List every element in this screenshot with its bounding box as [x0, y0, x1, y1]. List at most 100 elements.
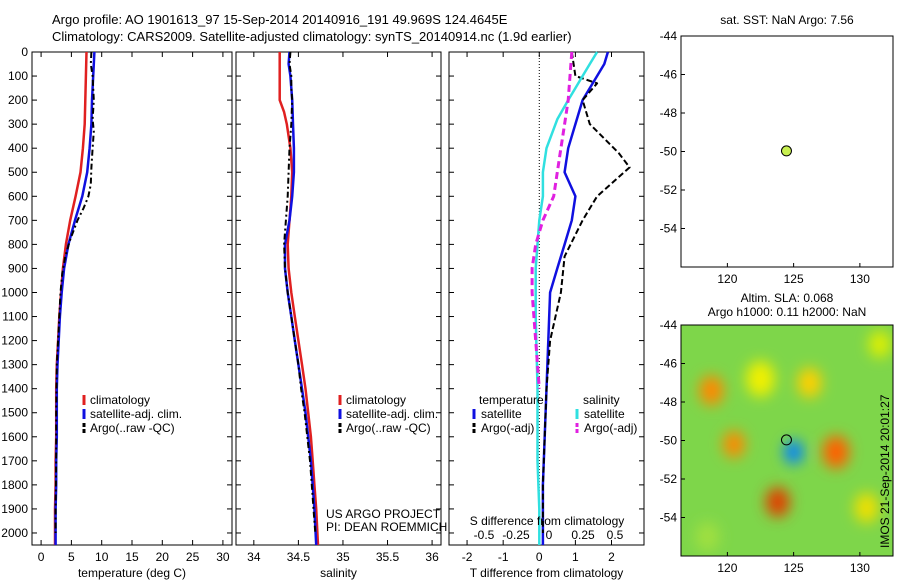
x-axis-label-difference: T difference from climatology: [470, 566, 624, 580]
x-tick-label-salinity: 36: [425, 550, 439, 564]
plot-frame-difference: [448, 51, 645, 546]
plot-frame-temperature: [31, 51, 233, 546]
plot-frame-salinity: [235, 51, 442, 546]
y-tick-label: 2000: [1, 526, 28, 540]
legend-label-0: Argo(..raw -QC): [90, 421, 175, 435]
sla-anomaly: [695, 521, 720, 552]
legend-label-0: climatology: [90, 393, 150, 407]
map-y-tick-label: -46: [660, 68, 678, 82]
y-tick-label: 1800: [1, 478, 28, 492]
credit-text: PI: DEAN ROEMMICH: [326, 520, 447, 534]
y-tick-label: 400: [8, 141, 28, 155]
map-y-tick-label: -48: [660, 106, 678, 120]
s-tick-label: 0.5: [607, 528, 624, 542]
sla-map-title-2: Argo h1000: 0.11 h2000: NaN: [708, 305, 867, 319]
sla-anomaly: [765, 487, 790, 518]
x-axis-label-temperature: temperature (deg C): [78, 566, 186, 580]
y-tick-label: 1100: [2, 310, 28, 324]
sla-anomaly: [868, 330, 891, 358]
y-tick-label: 800: [8, 237, 28, 251]
x-tick-label-salinity: 35.5: [376, 550, 400, 564]
map-y-tick-label: -44: [660, 29, 678, 43]
series-line-difference-2: [534, 51, 599, 545]
x-tick-label-temperature: 20: [156, 550, 170, 564]
figure-title-line1: Argo profile: AO 1901613_97 15-Sep-2014 …: [52, 12, 508, 27]
s-tick-label: -0.25: [502, 528, 530, 542]
x-tick-label-temperature: 10: [95, 550, 109, 564]
legend-label-diff: satellite: [584, 407, 625, 421]
map-y-tick-label: -54: [660, 222, 678, 236]
sla-anomaly: [746, 360, 775, 397]
s-tick-label: 0: [546, 528, 553, 542]
sla-anomaly: [797, 367, 822, 398]
y-tick-label: 1700: [1, 454, 28, 468]
sla-anomaly: [822, 435, 850, 469]
legend-label-diff: satellite: [481, 407, 522, 421]
x-tick-label-difference: -1: [498, 550, 509, 564]
sla-anomaly: [699, 375, 724, 406]
argo-location-marker: [780, 145, 792, 157]
map-y-tick-label: -52: [660, 472, 678, 486]
y-tick-label: 900: [8, 261, 28, 275]
y-tick-label: 300: [8, 117, 28, 131]
map-x-tick-label: 130: [850, 561, 870, 575]
x-tick-label-temperature: 0: [38, 550, 45, 564]
argo-location-marker: [780, 434, 792, 446]
legend-label-0: satellite-adj. clim.: [90, 407, 182, 421]
x-axis-label-top-difference: S difference from climatology: [470, 514, 625, 528]
legend-label-1: climatology: [346, 393, 406, 407]
series-line-difference-1: [541, 51, 631, 533]
x-tick-label-temperature: 30: [216, 550, 230, 564]
map-x-tick-label: 120: [717, 272, 737, 286]
x-tick-label-temperature: 5: [68, 550, 75, 564]
timestamp-stamp: IMOS 21-Sep-2014 20:01:27: [878, 394, 892, 548]
y-tick-label: 700: [8, 213, 28, 227]
legend-label-diff: Argo(-adj): [584, 421, 637, 435]
sla-field: [695, 330, 891, 552]
y-tick-label: 1200: [1, 334, 28, 348]
legend-label-1: Argo(..raw -QC): [346, 421, 431, 435]
legend-title-temperature: temperature: [479, 393, 544, 407]
legend-label-1: satellite-adj. clim.: [346, 407, 438, 421]
x-tick-label-salinity: 35: [336, 550, 350, 564]
y-tick-label: 1000: [1, 285, 28, 299]
figure-title-line2: Climatology: CARS2009. Satellite-adjuste…: [52, 29, 572, 44]
s-tick-label: -0.5: [474, 528, 495, 542]
legend-title-salinity: salinity: [583, 393, 620, 407]
y-tick-label: 600: [8, 189, 28, 203]
y-tick-label: 1600: [1, 430, 28, 444]
sla-background: [681, 325, 893, 556]
x-tick-label-temperature: 15: [125, 550, 139, 564]
map-x-tick-label: 125: [784, 272, 804, 286]
y-tick-label: 1500: [1, 406, 28, 420]
map-x-tick-label: 130: [850, 272, 870, 286]
x-tick-label-difference: 2: [608, 550, 615, 564]
series-line-salinity-0: [278, 52, 320, 546]
y-tick-label: 500: [8, 165, 28, 179]
sla-anomaly: [723, 430, 745, 458]
map-y-tick-label: -46: [660, 357, 678, 371]
y-tick-label: 1300: [1, 358, 28, 372]
x-tick-label-difference: -2: [462, 550, 473, 564]
legend-label-diff: Argo(-adj): [481, 421, 534, 435]
sla-anomaly: [854, 492, 879, 523]
x-tick-label-difference: 1: [572, 550, 579, 564]
y-tick-label: 100: [8, 69, 28, 83]
series-line-difference-3: [530, 51, 574, 389]
sla-anomaly: [784, 440, 804, 465]
map-x-tick-label: 120: [717, 561, 737, 575]
sla-map-title-1: Altim. SLA: 0.068: [741, 291, 834, 305]
map-y-tick-label: -54: [660, 511, 678, 525]
credit-text: US ARGO PROJECT: [326, 507, 441, 521]
x-tick-label-difference: 0: [536, 550, 543, 564]
map-y-tick-label: -50: [660, 434, 678, 448]
map-y-tick-label: -44: [660, 318, 678, 332]
x-tick-label-temperature: 25: [186, 550, 200, 564]
y-tick-label: 1900: [1, 502, 28, 516]
x-tick-label-salinity: 34: [247, 550, 261, 564]
s-tick-label: 0.25: [571, 528, 595, 542]
map-y-tick-label: -52: [660, 183, 678, 197]
series-line-salinity-2: [283, 51, 317, 534]
sst-map-title: sat. SST: NaN Argo: 7.56: [720, 13, 854, 27]
